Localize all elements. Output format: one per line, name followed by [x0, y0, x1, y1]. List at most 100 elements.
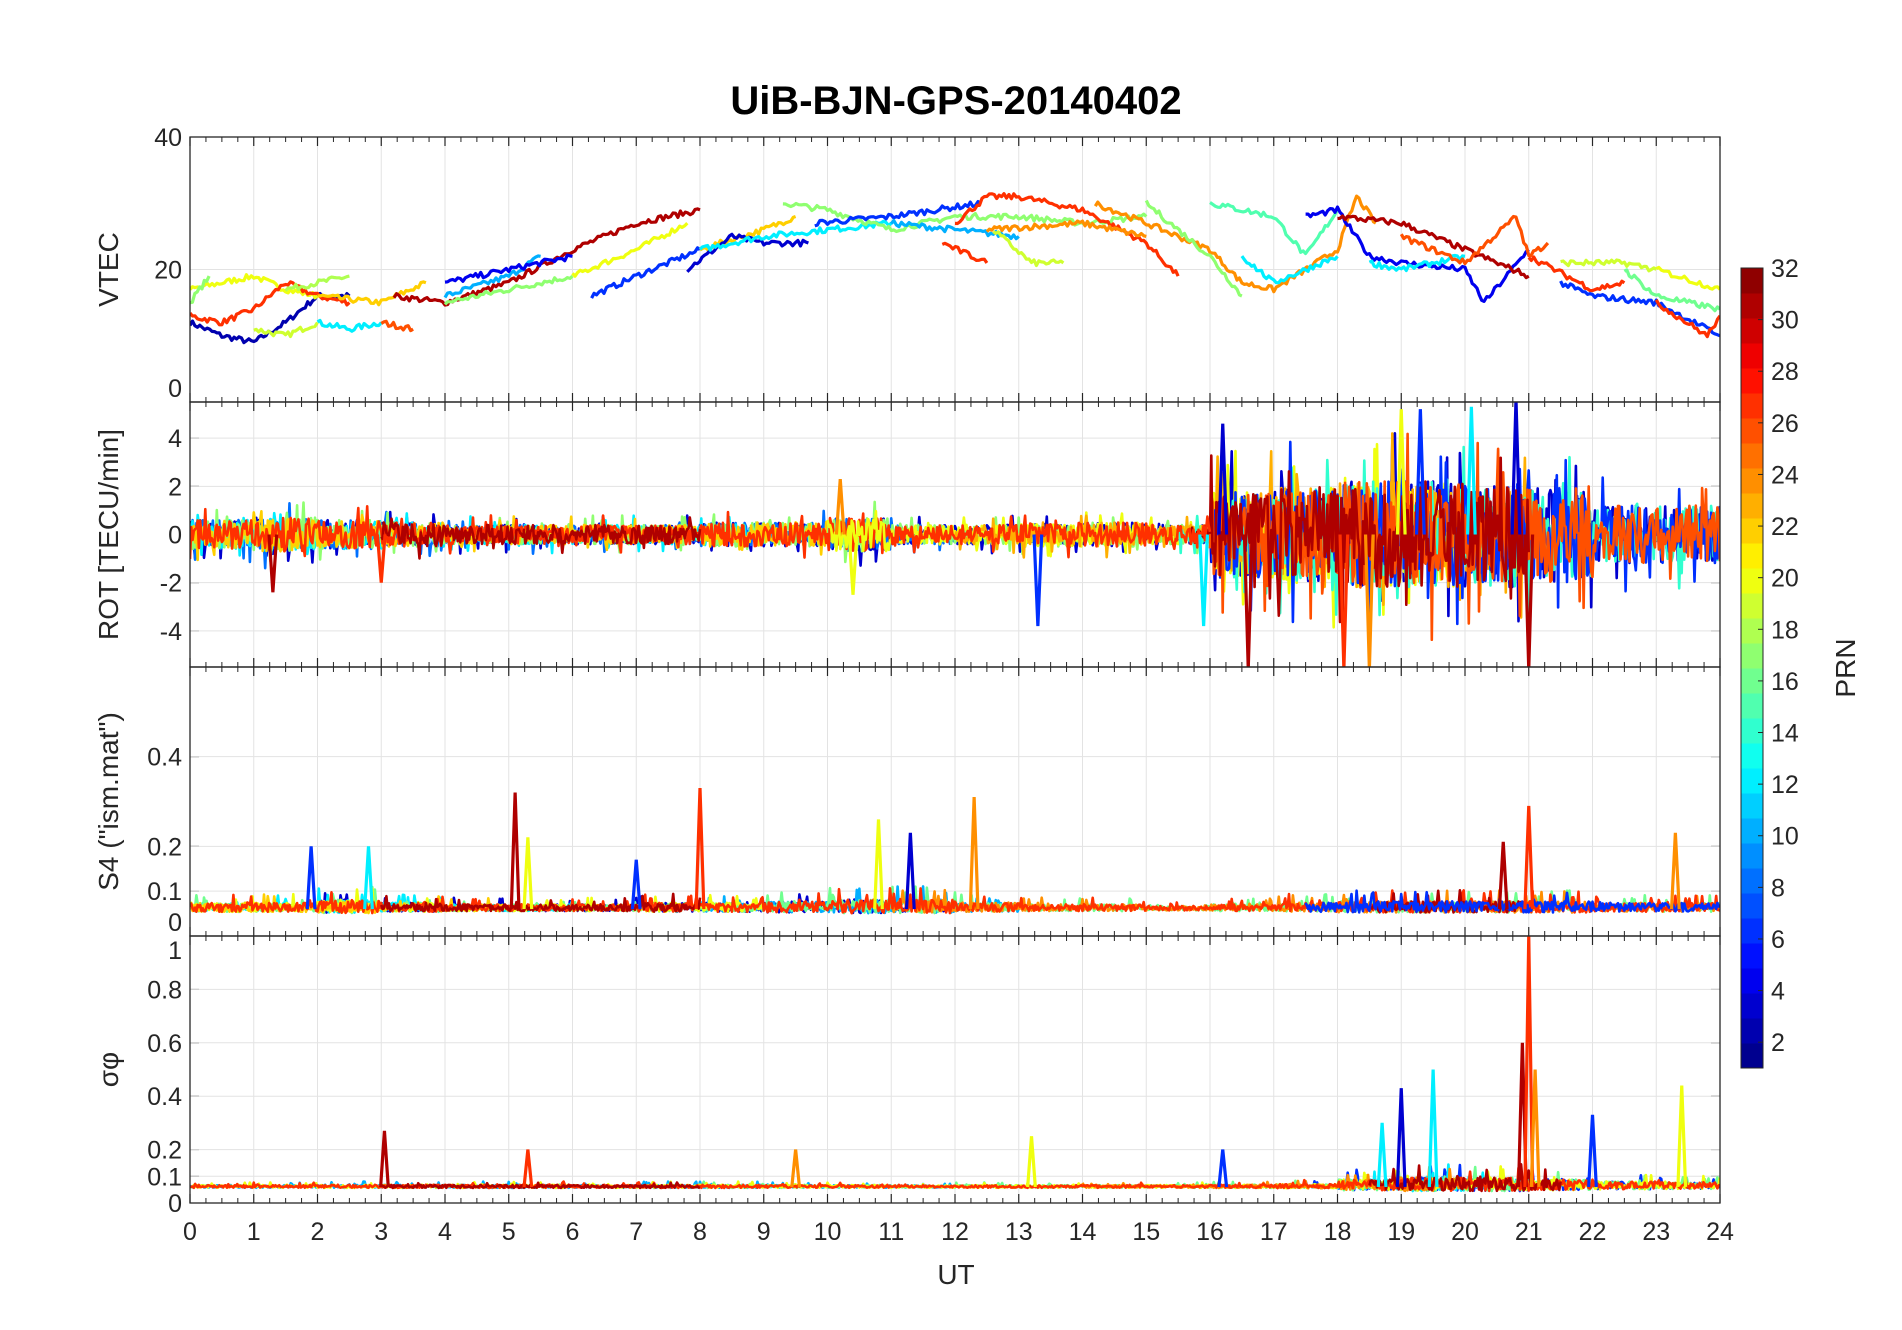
colorbar-tick-label: 2: [1771, 1029, 1785, 1057]
series-line-prn-19: [992, 230, 1065, 268]
spike-mark: [509, 792, 521, 910]
spike-mark: [1414, 409, 1426, 535]
axes-box: [189, 935, 1721, 1204]
colorbar-swatch: [1741, 968, 1763, 994]
y-tick-label: 0: [168, 375, 182, 403]
colorbar-swatch: [1741, 268, 1763, 294]
series-line-prn-31: [1368, 1163, 1562, 1193]
panel-s4: 0 0.1 0.2 0.4 S4 ("ism.mat"): [93, 666, 1721, 937]
series-line-prn-12: [698, 219, 893, 252]
colorbar-swatch: [1741, 768, 1763, 794]
series-line-prn-19: [253, 321, 319, 339]
colorbar-tick-label: 22: [1771, 513, 1799, 541]
y-tick-label: 0: [168, 909, 182, 937]
spike-mark: [834, 478, 846, 535]
colorbar-swatch: [1741, 318, 1763, 344]
spike-mark: [1376, 1122, 1388, 1188]
colorbar-swatch: [1741, 293, 1763, 319]
x-tick-label: 1: [247, 1218, 261, 1246]
spike-mark: [1338, 534, 1350, 667]
colorbar-tick-label: 4: [1771, 978, 1785, 1006]
colorbar-tick-label: 12: [1771, 771, 1799, 799]
colorbar-tick-label: 18: [1771, 616, 1799, 644]
colorbar-tick-label: 32: [1771, 255, 1799, 283]
series-line-prn-12: [316, 318, 383, 333]
colorbar-tick-label: 6: [1771, 926, 1785, 954]
colorbar-swatch: [1741, 468, 1763, 494]
series-line-prn-27: [941, 241, 989, 264]
spike-mark: [305, 846, 317, 910]
x-tick-label: 5: [502, 1218, 516, 1246]
spike-mark: [1242, 534, 1254, 667]
colorbar-swatch: [1741, 593, 1763, 619]
colorbar-swatch: [1741, 993, 1763, 1019]
y-axis-label: S4 ("ism.mat"): [93, 712, 124, 891]
y-tick-label: -2: [160, 570, 182, 598]
colorbar-swatch: [1741, 893, 1763, 919]
series-line-prn-20: [571, 221, 689, 278]
colorbar-swatch: [1741, 693, 1763, 719]
y-tick-label: 0: [168, 1190, 182, 1218]
series-line-prn-10: [890, 218, 1020, 241]
spike-mark: [1465, 406, 1477, 535]
series-line-prn-4: [444, 253, 573, 284]
spike-mark: [379, 1130, 390, 1188]
series-line-prn-27: [890, 514, 1212, 559]
spike-mark: [1198, 534, 1210, 627]
series-line-prn-27: [190, 505, 893, 560]
colorbar-swatch: [1741, 493, 1763, 519]
x-tick-label: 4: [438, 1218, 452, 1246]
y-tick-label: 0: [168, 522, 182, 550]
series-line-prn-6: [590, 246, 701, 299]
spike-mark: [630, 859, 642, 910]
colorbar-tick-label: 16: [1771, 668, 1799, 696]
x-tick-label: 17: [1260, 1218, 1288, 1246]
spike-mark: [968, 796, 980, 910]
series-line-prn-31: [380, 1181, 701, 1190]
series-line-prn-12: [1240, 255, 1339, 285]
series-line-prn-22: [699, 215, 797, 252]
colorbar-swatch: [1741, 643, 1763, 669]
series-line-prn-26: [1399, 214, 1550, 266]
y-tick-label: 4: [168, 425, 182, 453]
y-tick-label: 2: [168, 473, 182, 501]
series-line-prn-16: [1623, 268, 1720, 313]
colorbar-swatch: [1741, 1043, 1763, 1069]
series-line-prn-6: [814, 200, 982, 228]
colorbar-swatch: [1741, 393, 1763, 419]
spike-mark: [267, 534, 279, 593]
x-tick-label: 18: [1324, 1218, 1352, 1246]
spike-mark: [790, 1149, 802, 1188]
series-line-prn-20: [190, 273, 319, 300]
colorbar-swatch: [1741, 543, 1763, 569]
series-line-prn-17: [1144, 199, 1243, 298]
series-line-prn-27: [1654, 299, 1720, 339]
colorbar-swatch: [1741, 868, 1763, 894]
x-tick-label: 13: [1005, 1218, 1033, 1246]
series-line-prn-15: [1209, 201, 1339, 256]
y-tick-label: 1: [168, 937, 182, 965]
colorbar-tick-label: 10: [1771, 823, 1799, 851]
series-line-prn-6: [1559, 280, 1720, 338]
panel-rot: -4 -2 0 2 4 ROT [TECU/min]: [93, 401, 1721, 668]
spike-mark: [1676, 1085, 1688, 1188]
y-tick-label: 40: [154, 124, 182, 152]
x-axis: 0 1 2 3 4 5 6 7 8 9 10 11 12 13 14 15 16 17 18 19 20 21 22 23 24: [183, 1218, 1734, 1246]
x-tick-label: 0: [183, 1218, 197, 1246]
spike-mark: [847, 534, 859, 595]
series-line-prn-24: [1093, 194, 1377, 294]
spike-mark: [1032, 534, 1044, 627]
series-group: [190, 787, 1720, 915]
series-line-prn-4: [1305, 205, 1530, 303]
colorbar-swatch: [1741, 343, 1763, 369]
series-line-prn-31: [1337, 214, 1530, 280]
y-tick-label: 0.4: [147, 1083, 182, 1111]
spike-mark: [363, 846, 374, 910]
spike-mark: [1510, 402, 1522, 535]
series-line-prn-31: [380, 516, 702, 560]
y-tick-label: 0.2: [147, 833, 182, 861]
x-tick-label: 7: [629, 1218, 643, 1246]
series-line-prn-18: [284, 274, 350, 292]
spike-mark: [1395, 409, 1407, 535]
